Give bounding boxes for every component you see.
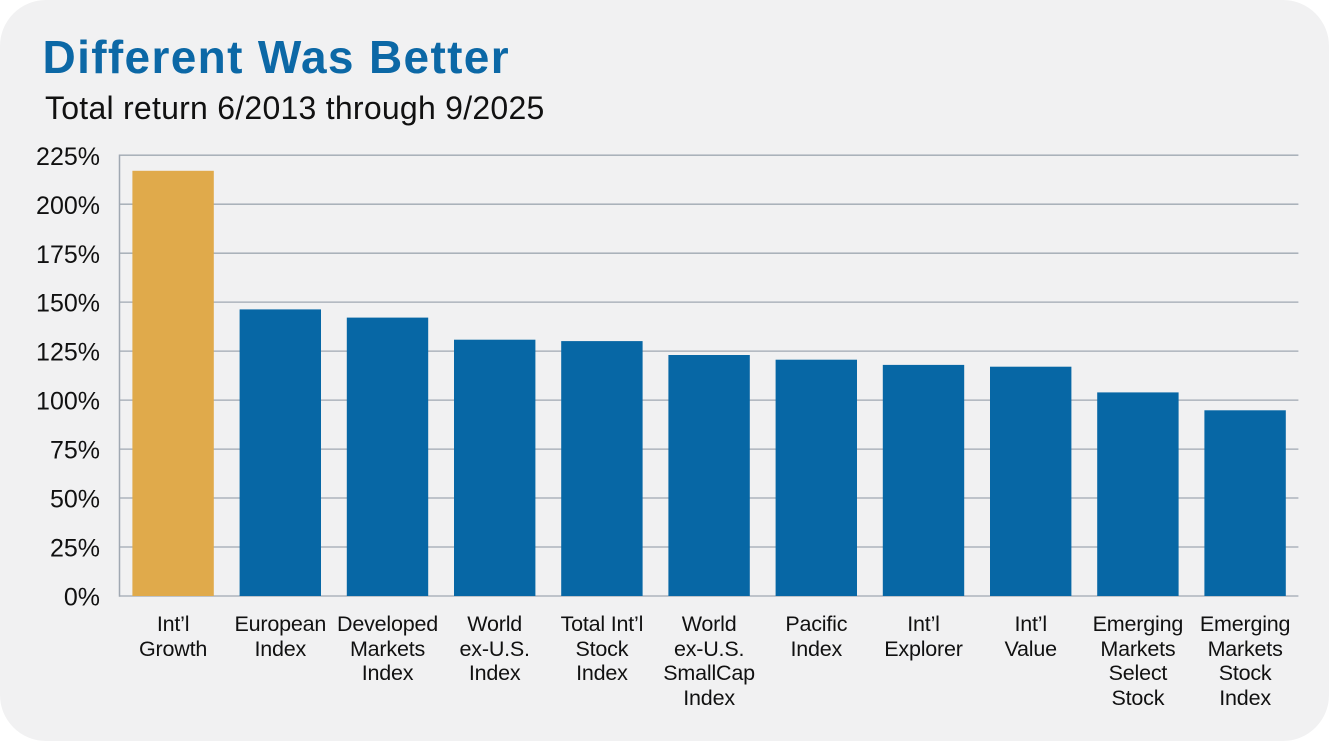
- svg-text:150%: 150%: [36, 290, 100, 318]
- svg-text:200%: 200%: [36, 192, 100, 220]
- svg-text:100%: 100%: [36, 388, 100, 416]
- svg-text:75%: 75%: [50, 437, 100, 465]
- svg-text:0%: 0%: [64, 584, 100, 612]
- svg-text:225%: 225%: [36, 143, 100, 171]
- svg-text:125%: 125%: [36, 339, 100, 367]
- svg-text:50%: 50%: [50, 486, 100, 514]
- svg-text:175%: 175%: [36, 241, 100, 269]
- svg-text:25%: 25%: [50, 535, 100, 563]
